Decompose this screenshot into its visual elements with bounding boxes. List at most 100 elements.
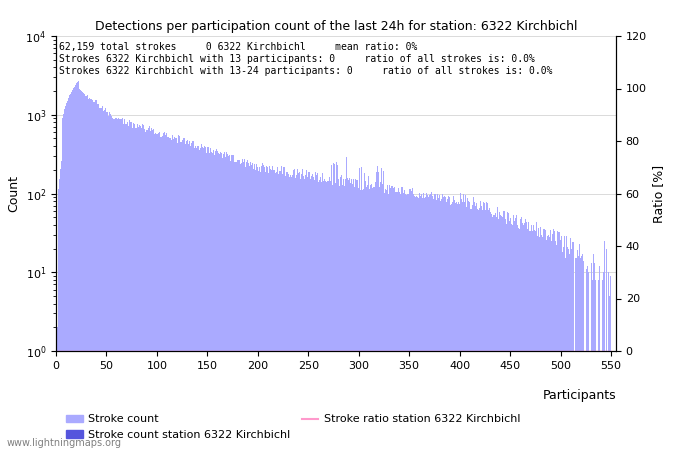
- Bar: [404, 190, 405, 450]
- Bar: [194, 148, 195, 450]
- Bar: [592, 280, 594, 450]
- Bar: [180, 143, 181, 450]
- Bar: [349, 178, 350, 450]
- Bar: [135, 128, 136, 450]
- Bar: [375, 183, 377, 450]
- Text: 62,159 total strokes     0 6322 Kirchbichl     mean ratio: 0%
Strokes 6322 Kirch: 62,159 total strokes 0 6322 Kirchbichl m…: [59, 42, 552, 76]
- Bar: [439, 195, 440, 450]
- Bar: [365, 181, 366, 450]
- Bar: [608, 272, 610, 450]
- Bar: [595, 280, 596, 450]
- Bar: [90, 99, 91, 450]
- Text: www.lightningmaps.org: www.lightningmaps.org: [7, 438, 122, 448]
- Bar: [485, 211, 486, 450]
- Bar: [358, 188, 359, 450]
- Bar: [206, 148, 208, 450]
- Bar: [430, 192, 432, 450]
- Bar: [91, 99, 92, 450]
- Bar: [558, 233, 559, 450]
- Bar: [312, 174, 313, 450]
- Bar: [534, 230, 535, 450]
- Bar: [214, 155, 215, 450]
- Bar: [453, 196, 454, 450]
- Bar: [317, 173, 318, 450]
- Bar: [74, 87, 75, 450]
- Bar: [395, 192, 396, 450]
- Bar: [413, 194, 414, 450]
- Bar: [131, 122, 132, 450]
- Bar: [466, 207, 467, 450]
- Bar: [233, 155, 234, 450]
- Bar: [514, 218, 516, 450]
- Bar: [195, 146, 196, 450]
- Bar: [566, 236, 567, 450]
- Bar: [193, 141, 194, 450]
- Bar: [155, 133, 156, 450]
- Bar: [345, 180, 346, 450]
- Bar: [158, 133, 160, 450]
- Bar: [443, 197, 444, 450]
- Bar: [351, 179, 352, 450]
- Y-axis label: Count: Count: [7, 175, 20, 212]
- Bar: [134, 124, 135, 450]
- Bar: [522, 223, 523, 450]
- Bar: [587, 266, 588, 450]
- Bar: [402, 193, 404, 450]
- Bar: [496, 217, 498, 450]
- Bar: [237, 160, 238, 450]
- Bar: [133, 123, 134, 450]
- Bar: [101, 108, 102, 450]
- Bar: [148, 128, 149, 450]
- Bar: [288, 177, 290, 450]
- Bar: [324, 179, 325, 450]
- Bar: [326, 183, 327, 450]
- Bar: [328, 181, 329, 450]
- Legend: Stroke count, Stroke count station 6322 Kirchbichl, Stroke ratio station 6322 Ki: Stroke count, Stroke count station 6322 …: [62, 410, 525, 445]
- Bar: [164, 132, 165, 450]
- Bar: [451, 204, 452, 450]
- Bar: [160, 137, 162, 450]
- Bar: [297, 169, 298, 450]
- Bar: [475, 206, 476, 450]
- Bar: [418, 198, 419, 450]
- Bar: [604, 241, 606, 450]
- Bar: [580, 258, 581, 450]
- Bar: [444, 196, 445, 450]
- Bar: [508, 221, 510, 450]
- Bar: [464, 202, 466, 450]
- Bar: [76, 83, 77, 450]
- Bar: [374, 187, 375, 450]
- Bar: [347, 178, 348, 450]
- Bar: [202, 147, 203, 450]
- Bar: [150, 131, 151, 450]
- Bar: [115, 118, 116, 450]
- Text: Participants: Participants: [542, 389, 616, 402]
- Bar: [298, 173, 299, 450]
- Bar: [568, 248, 569, 450]
- Bar: [307, 176, 308, 450]
- Bar: [321, 182, 322, 450]
- Bar: [205, 147, 206, 450]
- Bar: [311, 176, 312, 450]
- Bar: [253, 169, 254, 450]
- Bar: [138, 127, 139, 450]
- Bar: [357, 180, 358, 450]
- Bar: [142, 124, 144, 450]
- Bar: [121, 119, 122, 450]
- Bar: [554, 231, 555, 450]
- Bar: [187, 140, 188, 450]
- Bar: [468, 201, 469, 450]
- Bar: [500, 215, 501, 450]
- Bar: [478, 210, 480, 450]
- Bar: [400, 187, 402, 450]
- Bar: [473, 198, 474, 450]
- Bar: [59, 179, 60, 450]
- Bar: [281, 174, 283, 450]
- Bar: [579, 244, 580, 450]
- Bar: [476, 203, 477, 450]
- Bar: [183, 138, 185, 450]
- Bar: [449, 198, 450, 450]
- Bar: [251, 165, 252, 450]
- Bar: [551, 241, 552, 450]
- Bar: [212, 153, 213, 450]
